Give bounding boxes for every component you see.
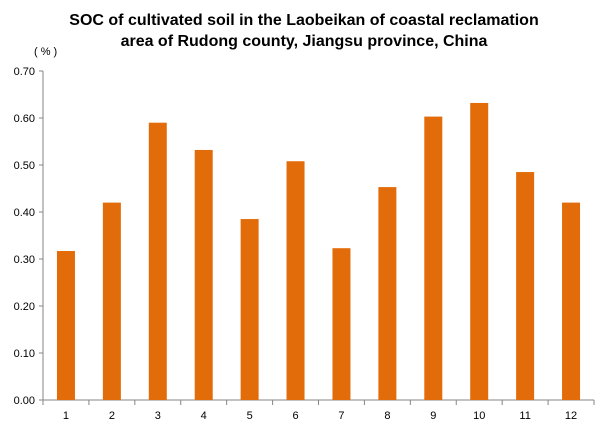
- bar: [286, 161, 305, 400]
- x-tick-label: 10: [473, 410, 485, 422]
- bar: [378, 187, 397, 400]
- y-tick-label: 0.40: [14, 207, 35, 219]
- x-tick-label: 4: [201, 410, 207, 422]
- x-tick-label: 2: [109, 410, 115, 422]
- y-tick-label: 0.50: [14, 160, 35, 172]
- y-axis-unit-label: ( % ): [34, 46, 58, 58]
- bar: [102, 202, 121, 400]
- bar: [562, 202, 581, 400]
- bar: [148, 122, 167, 400]
- x-tick-label: 9: [430, 410, 436, 422]
- y-tick-label: 0.30: [14, 254, 35, 266]
- y-tick-label: 0.10: [14, 348, 35, 360]
- chart-title-line-1: SOC of cultivated soil in the Laobeikan …: [69, 12, 539, 29]
- bar: [332, 248, 351, 400]
- bar: [56, 251, 75, 400]
- x-tick-label: 8: [384, 410, 390, 422]
- bar: [194, 149, 213, 400]
- y-tick-label: 0.20: [14, 301, 35, 313]
- y-tick-label: 0.00: [14, 395, 35, 407]
- x-tick-label: 1: [63, 410, 69, 422]
- y-tick-label: 0.60: [14, 113, 35, 125]
- chart-title-line-2: area of Rudong county, Jiangsu province,…: [120, 33, 488, 50]
- x-tick-label: 3: [155, 410, 161, 422]
- bar: [424, 116, 443, 400]
- chart-title: SOC of cultivated soil in the Laobeikan …: [0, 10, 608, 52]
- x-tick-label: 11: [519, 410, 530, 422]
- bar: [516, 172, 535, 400]
- x-tick-label: 7: [338, 410, 344, 422]
- y-tick-label: 0.70: [14, 66, 35, 78]
- x-tick-label: 5: [247, 410, 253, 422]
- bar: [240, 219, 259, 400]
- x-tick-label: 12: [565, 410, 577, 422]
- bar: [470, 102, 489, 401]
- x-tick-label: 6: [292, 410, 298, 422]
